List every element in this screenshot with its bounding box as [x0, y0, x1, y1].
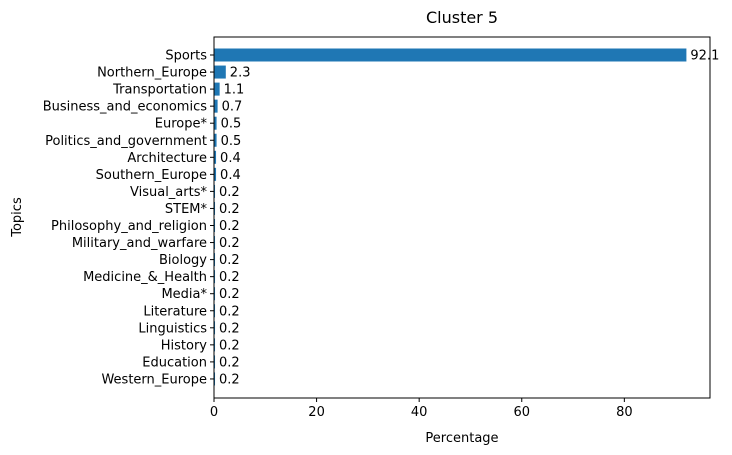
bar-12 — [214, 253, 216, 267]
data-label-19: 0.2 — [219, 372, 240, 387]
bar-15 — [214, 304, 216, 318]
x-tick-label-3: 60 — [513, 405, 530, 420]
y-tick-label-5: Politics_and_government — [45, 134, 207, 149]
data-label-2: 1.1 — [224, 83, 245, 98]
data-label-10: 0.2 — [219, 219, 240, 234]
data-label-1: 2.3 — [230, 66, 251, 81]
bar-10 — [214, 219, 216, 232]
y-axis: Sports Northern_Europe Transportation Busin… — [43, 49, 214, 387]
bar-7 — [214, 167, 217, 181]
data-label-12: 0.2 — [219, 253, 240, 268]
chart-title: Cluster 5 — [426, 8, 498, 27]
y-tick-label-19: Western_Europe — [101, 372, 207, 387]
data-label-7: 0.4 — [220, 168, 241, 183]
x-axis-label: Percentage — [425, 431, 498, 446]
bar-3 — [214, 99, 218, 113]
data-label-6: 0.4 — [220, 151, 241, 166]
data-label-8: 0.2 — [219, 185, 240, 200]
data-label-16: 0.2 — [219, 321, 240, 336]
y-axis-label: Topics — [10, 197, 25, 238]
x-tick-label-1: 20 — [308, 405, 325, 420]
data-label-0: 92.1 — [690, 49, 719, 64]
y-tick-label-2: Transportation — [112, 83, 207, 98]
bar-18 — [214, 355, 216, 369]
axes-frame — [213, 36, 711, 399]
bar-13 — [214, 270, 216, 284]
y-tick-label-13: Medicine_&_Health — [83, 270, 207, 285]
bar-19 — [214, 372, 216, 386]
x-tick-label-2: 40 — [411, 405, 428, 420]
plot-area: 92.1 2.3 1.1 0.7 0.5 0.5 0.4 0.4 0.2 0.2 0.2 0.2 0.2… — [214, 48, 719, 387]
bar-6 — [214, 150, 217, 164]
data-label-11: 0.2 — [219, 236, 240, 251]
data-label-3: 0.7 — [222, 100, 243, 115]
bar-2 — [214, 82, 220, 96]
y-tick-label-1: Northern_Europe — [97, 66, 207, 81]
x-tick-label-0: 0 — [210, 405, 218, 420]
y-tick-label-9: STEM* — [165, 202, 208, 217]
y-tick-label-7: Southern_Europe — [96, 168, 207, 183]
y-tick-label-16: Linguistics — [138, 321, 207, 336]
y-tick-label-4: Europe* — [155, 117, 208, 132]
bar-14 — [214, 287, 216, 301]
bar-17 — [214, 338, 216, 352]
y-tick-label-11: Military_and_warfare — [72, 236, 207, 251]
data-label-15: 0.2 — [219, 304, 240, 319]
data-label-5: 0.5 — [221, 134, 242, 149]
y-tick-label-18: Education — [142, 355, 207, 370]
bar-4 — [214, 116, 217, 130]
y-tick-label-3: Business_and_economics — [43, 100, 207, 115]
bar-5 — [214, 133, 217, 147]
y-tick-label-0: Sports — [165, 49, 207, 64]
bar-8 — [214, 184, 216, 198]
y-tick-label-14: Media* — [161, 287, 207, 302]
y-tick-label-12: Biology — [159, 253, 207, 268]
y-tick-label-10: Philosophy_and_religion — [51, 219, 207, 234]
bar-16 — [214, 321, 216, 335]
data-label-17: 0.2 — [219, 338, 240, 353]
data-label-13: 0.2 — [219, 270, 240, 285]
bar-11 — [214, 236, 216, 250]
bar-0 — [214, 48, 687, 62]
data-label-4: 0.5 — [221, 117, 242, 132]
y-tick-label-6: Architecture — [127, 151, 207, 166]
data-label-9: 0.2 — [219, 202, 240, 217]
x-axis: 0 20 40 60 80 — [210, 398, 633, 420]
data-label-18: 0.2 — [219, 355, 240, 370]
y-tick-label-8: Visual_arts* — [130, 185, 207, 200]
y-tick-label-17: History — [161, 338, 208, 353]
bar-1 — [214, 65, 226, 79]
x-tick-label-4: 80 — [616, 405, 633, 420]
data-label-14: 0.2 — [219, 287, 240, 302]
y-tick-label-15: Literature — [143, 304, 207, 319]
bar-9 — [214, 201, 216, 215]
